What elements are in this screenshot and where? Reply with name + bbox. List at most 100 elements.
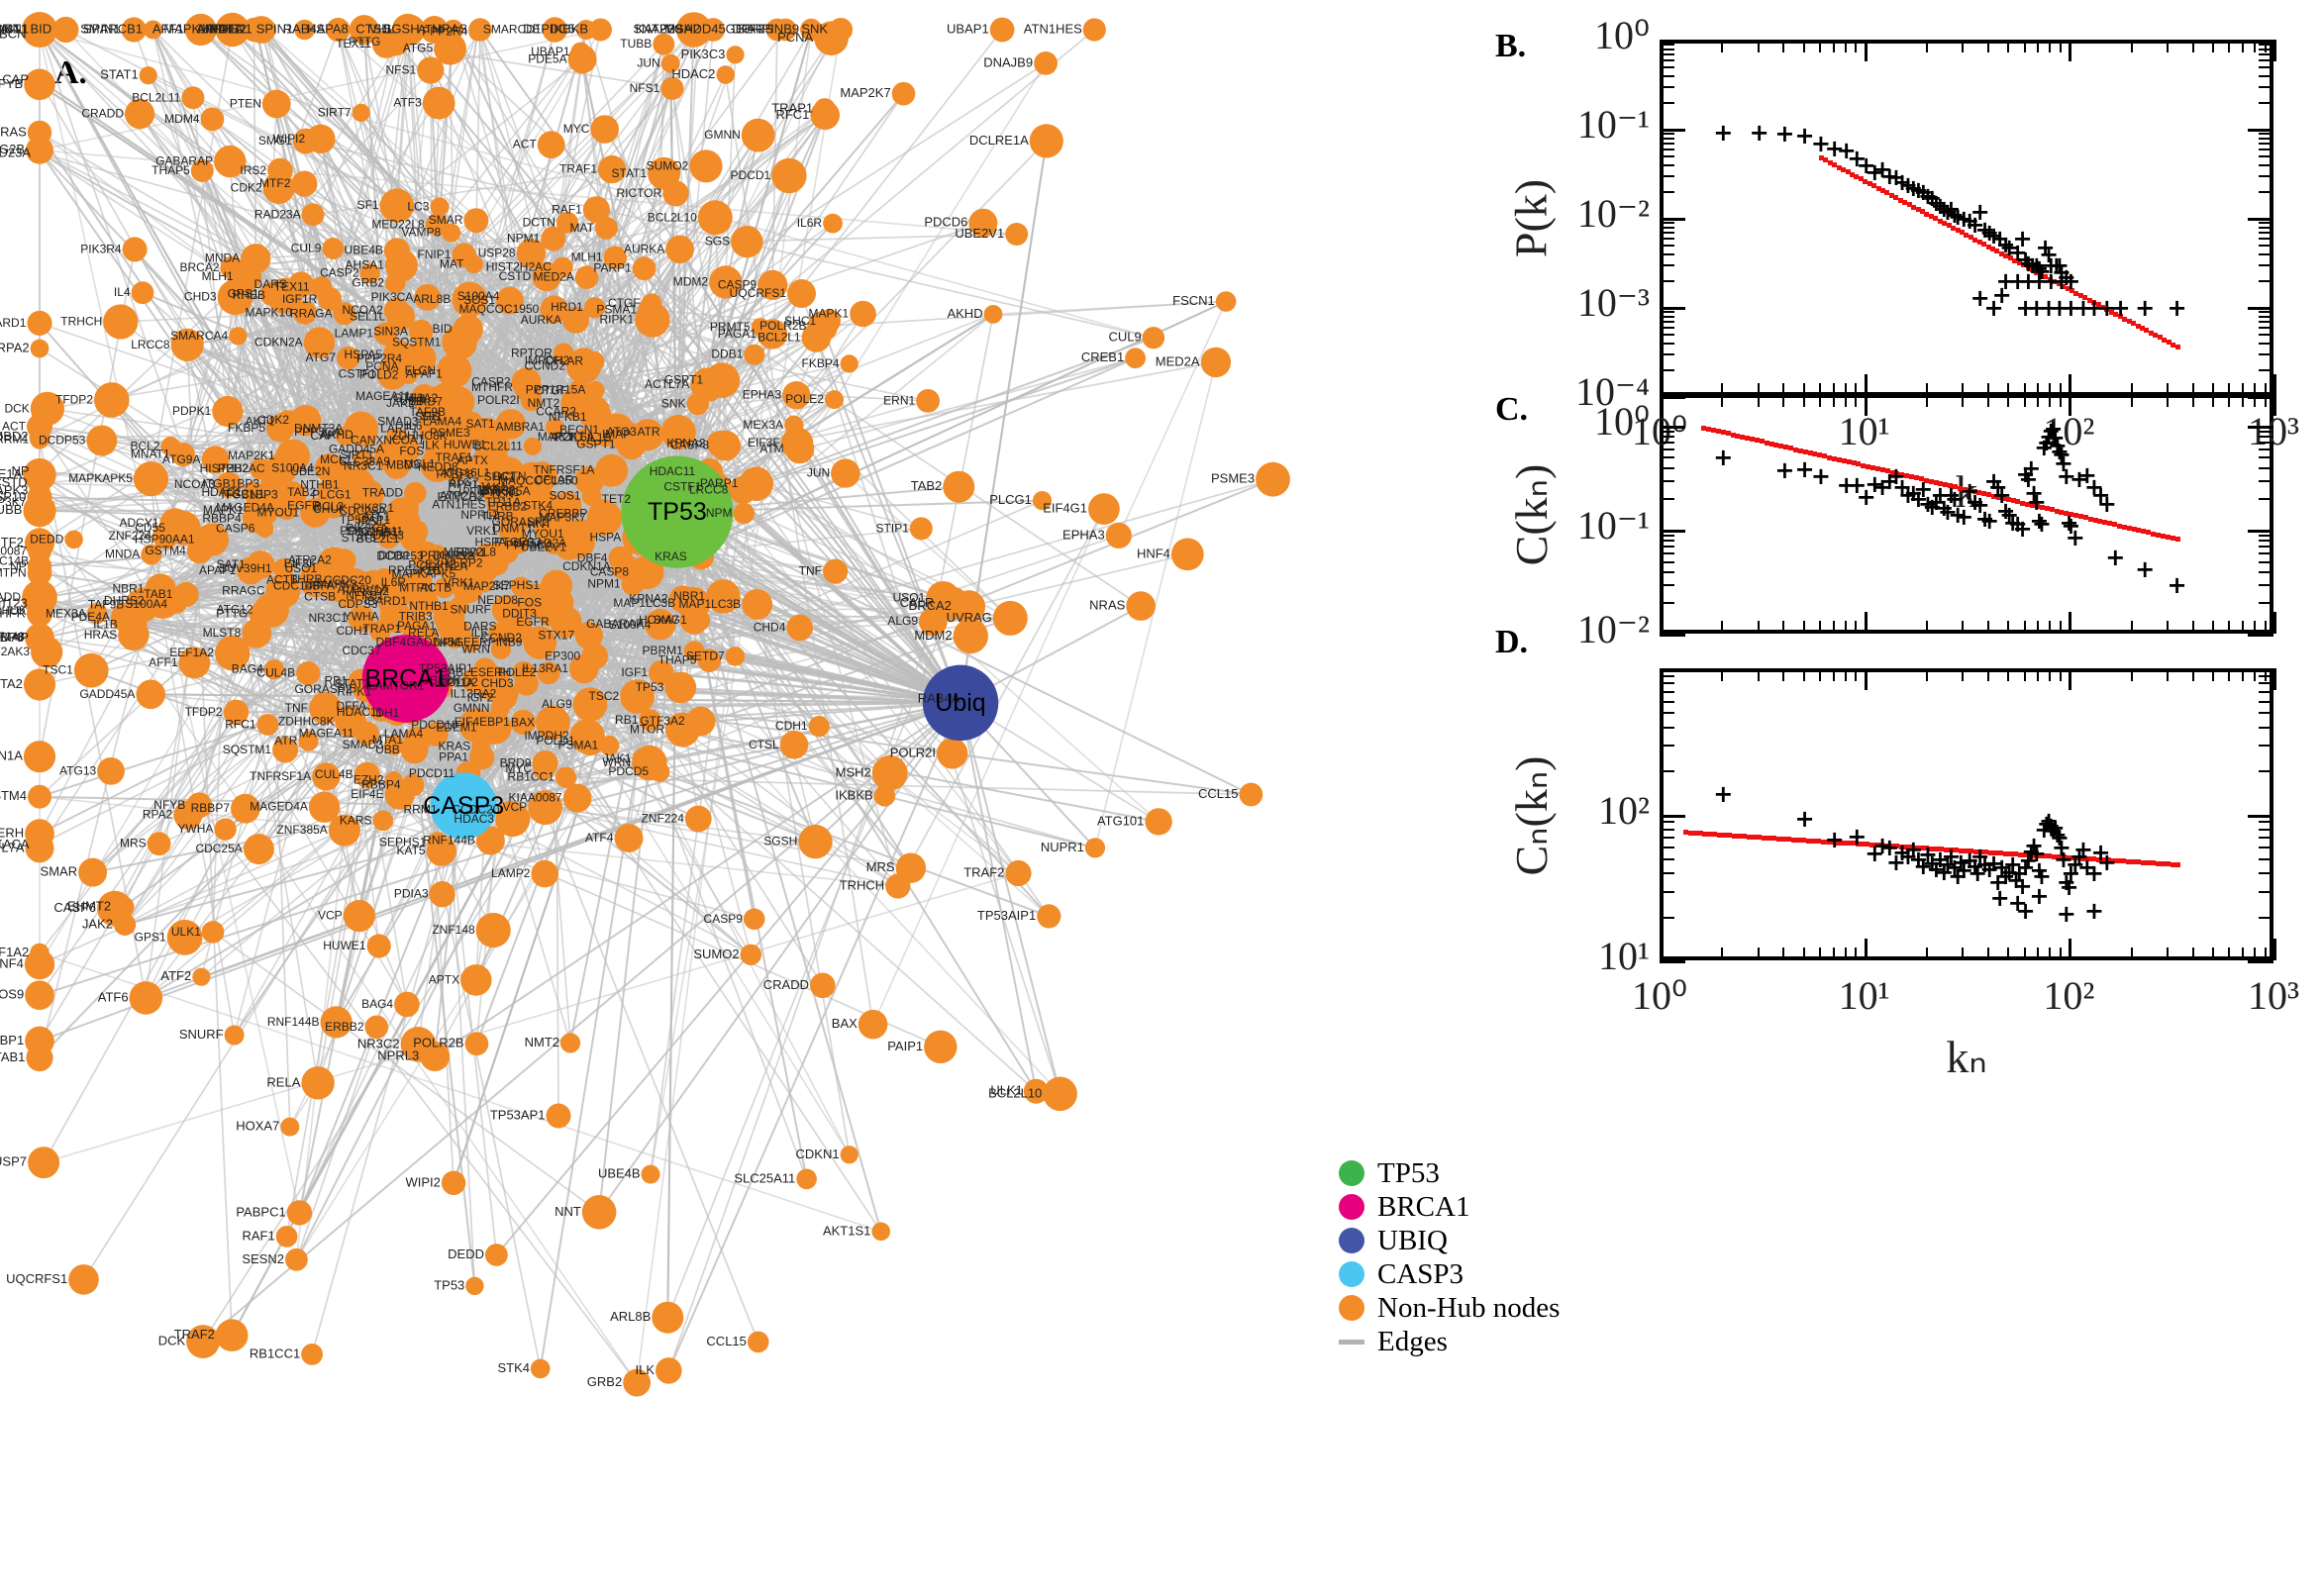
data-point-marker: + [1944,853,1965,882]
svg-text:HUWE1: HUWE1 [323,939,366,952]
data-point-marker: + [1937,850,1959,879]
fit-line-segment [1722,833,1728,838]
svg-text:ATG5: ATG5 [403,42,434,55]
data-point-marker: + [1951,848,1971,876]
data-point-marker: + [2051,266,2071,295]
data-point-marker: + [1991,280,2012,309]
x-minor-tick [2037,40,2040,52]
fit-line-segment [1972,237,1978,243]
svg-text:SIRT7: SIRT7 [318,105,352,119]
svg-text:POLR2B: POLR2B [413,1036,463,1050]
x-minor-tick [2211,948,2214,960]
x-minor-tick [1925,668,1928,681]
fit-line-segment [2025,501,2031,507]
svg-text:IKBKB: IKBKB [835,787,872,802]
data-point-marker: + [1892,838,1913,866]
data-point-marker: + [2015,246,2036,274]
y-minor-tick [2259,66,2273,69]
svg-text:CDKN2A: CDKN2A [254,336,303,349]
data-point-marker: + [2022,251,2043,280]
fit-line-segment [1835,840,1841,846]
fit-line-segment [1919,846,1925,850]
data-point-marker: + [2029,266,2050,295]
svg-text:SOS1: SOS1 [549,489,580,503]
x-minor-tick [2023,948,2026,960]
fit-line-segment [2091,300,2097,306]
svg-text:MDM4: MDM4 [164,112,200,126]
svg-text:SMAR: SMAR [41,864,78,879]
fit-line-segment [1977,848,1983,854]
svg-text:NRAS: NRAS [1089,598,1125,613]
y-tick-label: 10⁻¹ [1576,502,1650,548]
svg-text:ACTL7A: ACTL7A [0,840,25,854]
svg-text:CASP9: CASP9 [704,912,744,926]
svg-text:DNAJB9: DNAJB9 [983,54,1033,69]
fit-line-segment [2077,514,2083,520]
y-minor-tick [2259,279,2273,282]
svg-text:GPS1: GPS1 [135,930,166,944]
x-minor-tick [2037,948,2040,960]
y-minor-tick [2259,44,2273,47]
data-point-marker: + [1824,134,1845,162]
fit-line-segment [1987,849,1993,855]
fit-line-segment [2097,518,2103,524]
x-minor-tick [1962,948,1965,960]
fit-line-segment [2073,290,2079,296]
fit-line-segment [1706,426,1712,432]
x-major-tick [2273,939,2276,960]
data-point-marker: + [1913,851,1934,880]
x-minor-tick [2166,948,2169,960]
y-minor-tick [1660,231,1674,234]
svg-text:SLC25A11: SLC25A11 [347,525,403,539]
data-point-marker: + [1948,203,1969,232]
data-point-marker: + [2018,847,2039,875]
x-minor-tick [1721,948,1724,960]
data-point-marker: + [1954,503,1974,532]
svg-text:TRADD: TRADD [362,486,404,500]
svg-text:SUMO2: SUMO2 [693,947,739,961]
fit-line-segment [2126,525,2132,531]
svg-text:TET2: TET2 [602,492,632,506]
y-minor-tick [1660,456,1674,459]
x-major-tick [1864,394,1868,416]
x-major-tick [2069,40,2072,61]
y-minor-tick [2259,320,2273,323]
y-major-tick [2248,129,2273,132]
fit-line-segment [1810,838,1816,844]
y-minor-tick [1660,690,1674,693]
fit-line-segment [2086,297,2092,303]
fit-line-segment [2077,293,2083,298]
data-point-marker: + [1885,163,1906,192]
svg-text:AHSA1: AHSA1 [346,258,385,272]
y-minor-tick [2259,327,2273,329]
fit-line-segment [2156,532,2161,538]
y-major-tick [1660,529,1685,533]
fit-line-segment [1836,164,1842,170]
data-point-marker: + [1847,471,1868,500]
y-minor-tick [1660,560,1674,563]
fit-line-segment [2131,526,2137,532]
svg-text:NPM1: NPM1 [507,232,541,246]
svg-text:DEDD: DEDD [448,1247,484,1261]
fit-line-segment [2012,257,2018,263]
fit-line-segment [1875,185,1881,191]
svg-text:ATG13: ATG13 [59,763,96,777]
x-minor-tick [1757,948,1760,960]
svg-text:IMPDH2: IMPDH2 [524,729,569,743]
svg-text:USP7: USP7 [0,1154,27,1169]
legend: TP53 BRCA1 UBIQ CASP3 Non-Hub nodes Edge… [1339,1156,1586,1358]
x-minor-tick [2037,383,2040,396]
svg-text:RFC1: RFC1 [225,717,256,731]
fit-line-segment [1924,846,1930,851]
data-point-marker: + [1872,473,1893,502]
x-minor-tick [1832,383,1835,396]
x-minor-tick [1782,40,1785,52]
y-minor-tick [1660,222,1674,225]
svg-text:KPNA2: KPNA2 [666,437,706,450]
svg-text:AKHD: AKHD [947,306,982,321]
fit-line-segment [1964,232,1970,238]
fit-line-segment [1820,839,1826,845]
svg-text:RNF144B: RNF144B [423,834,475,848]
svg-text:TRAF2: TRAF2 [174,1327,215,1342]
x-minor-tick [2059,40,2062,52]
